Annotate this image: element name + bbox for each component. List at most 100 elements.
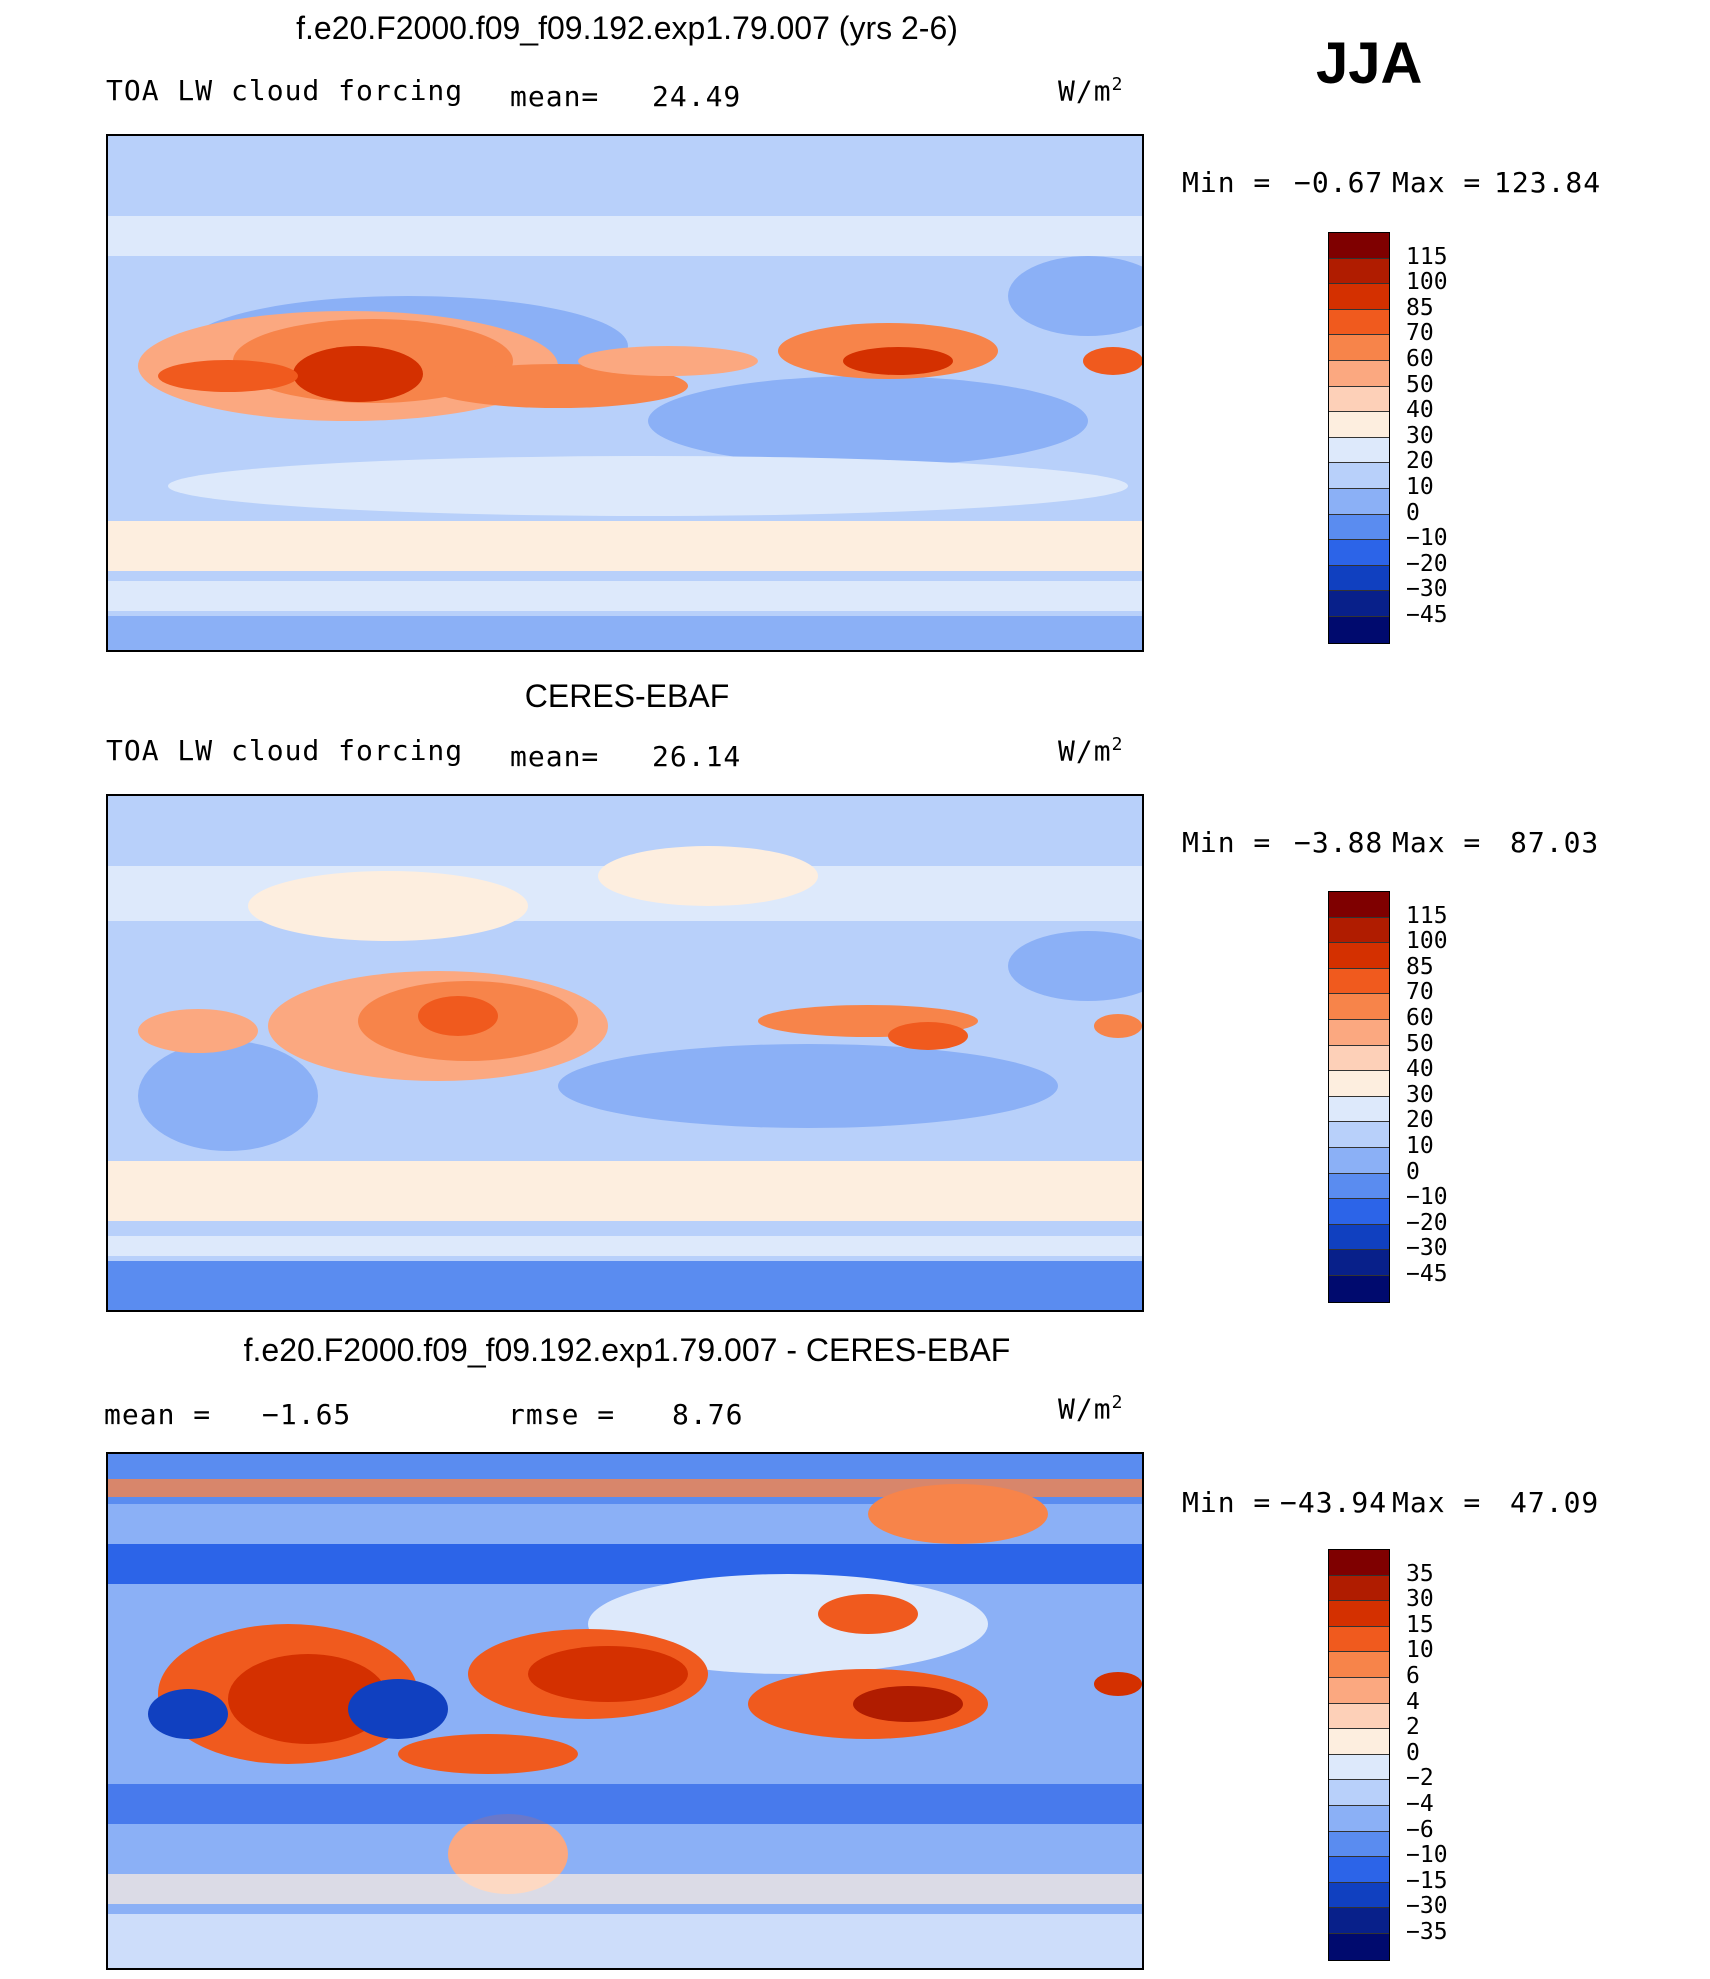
colorbar-swatch — [1329, 284, 1389, 310]
colorbar-tick-label: 30 — [1406, 1586, 1434, 1613]
panel2-variable: TOA LW cloud forcing — [106, 734, 464, 767]
colorbar-tick-label: 85 — [1406, 294, 1434, 321]
colorbar-tick-label: −45 — [1406, 1261, 1448, 1287]
colorbar-swatch — [1329, 1677, 1389, 1704]
panel3-map — [106, 1452, 1144, 1970]
colorbar-swatch — [1329, 1933, 1389, 1960]
colorbar-swatch — [1329, 1729, 1389, 1755]
colorbar-swatch — [1329, 463, 1389, 489]
colorbar-swatch — [1329, 1275, 1389, 1302]
colorbar-tick-label: 115 — [1406, 243, 1448, 270]
panel3-rmse-label: rmse = — [508, 1398, 616, 1431]
colorbar-tick-label: 0 — [1406, 1739, 1420, 1766]
colorbar-tick-label: 100 — [1406, 269, 1448, 296]
colorbar-swatch — [1329, 1147, 1389, 1174]
colorbar-tick-label: −10 — [1406, 1842, 1448, 1869]
colorbar-tick-label: −4 — [1406, 1791, 1434, 1817]
colorbar-swatch — [1329, 437, 1389, 464]
panel2-min-value: −3.88 — [1294, 826, 1384, 859]
colorbar-tick-label: 30 — [1406, 422, 1434, 449]
panel2-colorbar — [1328, 891, 1390, 1303]
colorbar-tick-label: 85 — [1406, 953, 1434, 980]
colorbar-tick-label: 100 — [1406, 928, 1448, 955]
panel1-mean-value: 24.49 — [652, 80, 742, 113]
colorbar-swatch — [1329, 488, 1389, 515]
panel1-variable: TOA LW cloud forcing — [106, 74, 464, 107]
colorbar-tick-label: 2 — [1406, 1714, 1420, 1741]
colorbar-tick-label: −45 — [1406, 602, 1448, 628]
colorbar-swatch — [1329, 233, 1389, 259]
colorbar-tick-label: 50 — [1406, 371, 1434, 398]
panel2-mean-value: 26.14 — [652, 740, 742, 773]
colorbar-swatch — [1329, 1857, 1389, 1883]
colorbar-tick-label: −20 — [1406, 550, 1448, 577]
colorbar-swatch — [1329, 1652, 1389, 1678]
colorbar-tick-label: 50 — [1406, 1030, 1434, 1057]
colorbar-swatch — [1329, 258, 1389, 285]
colorbar-tick-label: 10 — [1406, 1133, 1434, 1159]
colorbar-tick-label: 20 — [1406, 1107, 1434, 1134]
colorbar-swatch — [1329, 994, 1389, 1020]
colorbar-tick-label: −6 — [1406, 1816, 1434, 1843]
colorbar-swatch — [1329, 412, 1389, 438]
colorbar-tick-label: 70 — [1406, 979, 1434, 1006]
panel3-units: W/m2 — [1058, 1392, 1124, 1426]
panel1-units: W/m2 — [1058, 74, 1124, 108]
colorbar-swatch — [1329, 1071, 1389, 1097]
panel3-min-value: −43.94 — [1280, 1486, 1388, 1519]
colorbar-swatch — [1329, 1754, 1389, 1781]
panel1-colorbar — [1328, 232, 1390, 644]
colorbar-tick-label: 10 — [1406, 474, 1434, 500]
colorbar-swatch — [1329, 892, 1389, 918]
colorbar-tick-label: 6 — [1406, 1663, 1420, 1689]
colorbar-tick-label: 0 — [1406, 499, 1420, 526]
panel3-max-label: Max = — [1392, 1486, 1482, 1519]
colorbar-tick-label: −2 — [1406, 1765, 1434, 1792]
colorbar-swatch — [1329, 943, 1389, 969]
colorbar-swatch — [1329, 917, 1389, 944]
colorbar-tick-label: 0 — [1406, 1158, 1420, 1185]
colorbar-swatch — [1329, 1019, 1389, 1046]
colorbar-tick-label: 115 — [1406, 902, 1448, 929]
colorbar-tick-label: −15 — [1406, 1867, 1448, 1894]
colorbar-swatch — [1329, 1626, 1389, 1653]
colorbar-swatch — [1329, 1250, 1389, 1276]
colorbar-tick-label: 15 — [1406, 1611, 1434, 1638]
colorbar-swatch — [1329, 1122, 1389, 1148]
colorbar-swatch — [1329, 1224, 1389, 1251]
colorbar-swatch — [1329, 540, 1389, 566]
colorbar-swatch — [1329, 309, 1389, 336]
colorbar-tick-label: 30 — [1406, 1081, 1434, 1108]
panel3-colorbar — [1328, 1549, 1390, 1961]
colorbar-swatch — [1329, 335, 1389, 361]
panel1-max-value: 123.84 — [1494, 166, 1602, 199]
colorbar-tick-label: 60 — [1406, 1005, 1434, 1031]
colorbar-swatch — [1329, 591, 1389, 617]
panel2-min-label: Min = — [1182, 826, 1272, 859]
colorbar-swatch — [1329, 386, 1389, 413]
colorbar-swatch — [1329, 1199, 1389, 1225]
colorbar-swatch — [1329, 1703, 1389, 1730]
panel2-max-value: 87.03 — [1510, 826, 1600, 859]
colorbar-tick-label: −30 — [1406, 1235, 1448, 1262]
colorbar-swatch — [1329, 1780, 1389, 1806]
colorbar-swatch — [1329, 1575, 1389, 1602]
panel2-mean-label: mean= — [510, 740, 600, 773]
panel1-title: f.e20.F2000.f09_f09.192.exp1.79.007 (yrs… — [296, 10, 958, 46]
colorbar-swatch — [1329, 1550, 1389, 1576]
panel3-title: f.e20.F2000.f09_f09.192.exp1.79.007 - CE… — [243, 1332, 1011, 1368]
colorbar-tick-label: −10 — [1406, 525, 1448, 552]
panel3-max-value: 47.09 — [1510, 1486, 1600, 1519]
panel1-mean-label: mean= — [510, 80, 600, 113]
colorbar-swatch — [1329, 565, 1389, 592]
colorbar-tick-label: −30 — [1406, 576, 1448, 603]
panel1-max-label: Max = — [1392, 166, 1482, 199]
colorbar-tick-label: −35 — [1406, 1919, 1448, 1945]
colorbar-tick-label: 70 — [1406, 320, 1434, 347]
colorbar-tick-label: −30 — [1406, 1893, 1448, 1920]
colorbar-tick-label: 10 — [1406, 1637, 1434, 1664]
panel2-max-label: Max = — [1392, 826, 1482, 859]
colorbar-swatch — [1329, 1173, 1389, 1200]
colorbar-swatch — [1329, 1805, 1389, 1832]
colorbar-tick-label: 40 — [1406, 1056, 1434, 1083]
